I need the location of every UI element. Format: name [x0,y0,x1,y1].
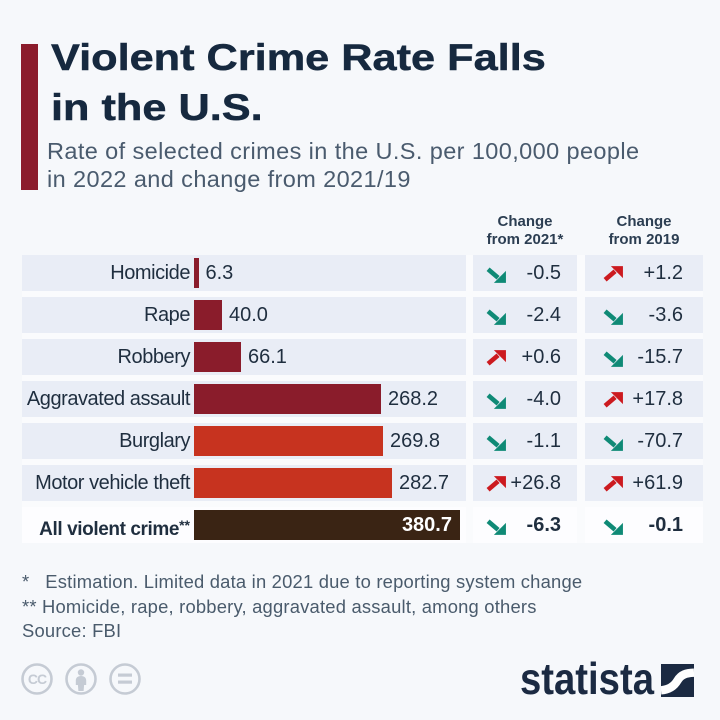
svg-text:CC: CC [28,671,47,687]
